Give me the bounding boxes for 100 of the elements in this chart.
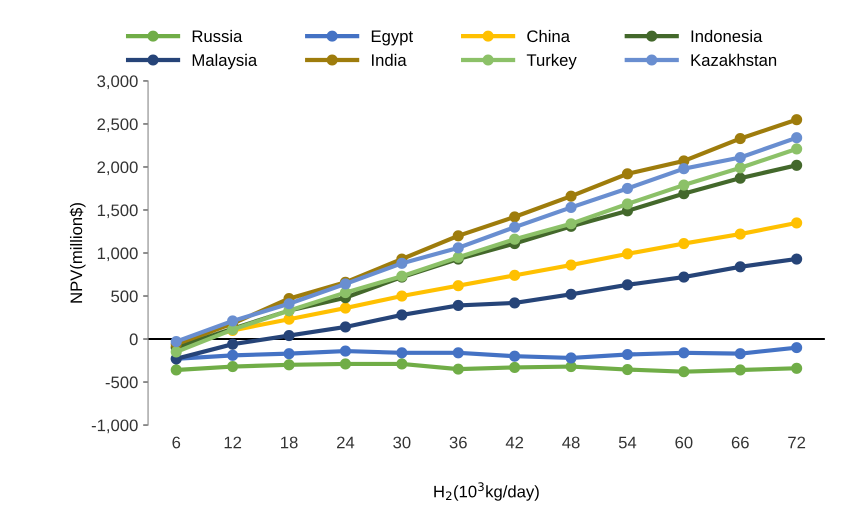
point xyxy=(791,160,802,171)
point xyxy=(734,261,746,272)
point xyxy=(678,272,690,283)
point xyxy=(565,288,577,300)
point xyxy=(509,297,520,308)
point xyxy=(791,114,802,126)
point xyxy=(565,259,577,271)
point xyxy=(170,336,182,348)
point xyxy=(170,346,182,358)
point xyxy=(734,152,746,164)
x-tick-label: 42 xyxy=(506,436,524,448)
point xyxy=(622,182,634,194)
point xyxy=(452,230,464,242)
point xyxy=(565,202,577,213)
point xyxy=(734,172,746,184)
x-tick-label: 48 xyxy=(562,436,580,448)
point xyxy=(509,211,520,222)
point xyxy=(340,302,352,314)
point xyxy=(340,321,352,333)
point xyxy=(396,358,408,370)
legend-label: Turkey xyxy=(526,54,577,70)
y-axis-title: NPV(million$) xyxy=(70,203,86,303)
point xyxy=(678,179,690,191)
point xyxy=(283,298,295,310)
point xyxy=(565,190,577,202)
point xyxy=(678,163,690,174)
point xyxy=(283,314,295,325)
point xyxy=(452,347,464,358)
point xyxy=(791,362,802,374)
point xyxy=(791,143,802,154)
point xyxy=(509,270,520,281)
point xyxy=(622,279,634,290)
point xyxy=(509,362,520,373)
point xyxy=(791,132,802,144)
point xyxy=(734,348,746,360)
legend-label: Egypt xyxy=(372,30,413,46)
point xyxy=(678,347,690,358)
point xyxy=(565,218,577,230)
point xyxy=(227,360,238,372)
y-tick-label: 0 xyxy=(130,333,138,346)
point xyxy=(340,346,352,357)
y-tick-label: -1,000 xyxy=(92,419,138,434)
point xyxy=(678,238,690,250)
point xyxy=(452,364,464,375)
point xyxy=(791,342,802,354)
point xyxy=(396,290,408,302)
y-tick-label: 3,000 xyxy=(97,75,138,90)
point xyxy=(227,350,238,361)
legend-label: China xyxy=(527,30,570,42)
point xyxy=(340,358,352,370)
x-tick-label: 18 xyxy=(281,436,298,448)
point xyxy=(791,217,802,228)
point xyxy=(678,366,690,378)
y-tick-label: -500 xyxy=(106,376,138,388)
point xyxy=(509,222,520,233)
point xyxy=(452,242,464,254)
point xyxy=(283,330,295,342)
x-tick-label: 36 xyxy=(450,436,467,448)
point xyxy=(565,352,577,364)
legend-label: Russia xyxy=(192,30,242,42)
point xyxy=(452,280,464,292)
x-tick-label: 12 xyxy=(224,436,242,448)
x-tick-label: 54 xyxy=(618,436,636,448)
y-tick-label: 2,500 xyxy=(97,118,138,132)
point xyxy=(396,309,408,320)
point xyxy=(227,315,238,327)
point xyxy=(283,348,295,360)
x-tick-label: 72 xyxy=(788,436,806,448)
point xyxy=(170,364,182,376)
point xyxy=(734,133,746,144)
point xyxy=(396,347,408,358)
y-tick-label: 1,000 xyxy=(98,247,138,262)
legend-label: Indonesia xyxy=(692,30,762,42)
point xyxy=(734,364,746,376)
y-tick-label: 1,500 xyxy=(98,204,138,218)
point xyxy=(509,234,520,245)
point xyxy=(622,348,634,360)
point xyxy=(227,338,238,350)
point xyxy=(622,248,634,260)
legend-label: Kazakhstan xyxy=(691,54,776,66)
point xyxy=(734,228,746,240)
y-tick-label: 500 xyxy=(111,290,138,302)
point xyxy=(283,359,295,370)
legend-label: Malaysia xyxy=(192,54,258,70)
point xyxy=(509,350,520,362)
point xyxy=(734,162,746,174)
y-tick-label: 2,000 xyxy=(97,161,138,176)
x-tick-label: 30 xyxy=(393,436,410,448)
point xyxy=(396,258,408,269)
point xyxy=(622,198,634,210)
legend-label: India xyxy=(372,54,407,66)
point xyxy=(622,364,634,376)
x-tick-label: 66 xyxy=(732,436,749,448)
point xyxy=(622,168,634,180)
x-tick-label: 6 xyxy=(172,436,180,448)
x-tick-label: 24 xyxy=(337,436,354,448)
point xyxy=(452,300,464,312)
point xyxy=(791,253,802,265)
x-tick-label: 60 xyxy=(675,436,692,448)
x-axis-title: H$_{2}$(10$^{3}$kg/day) xyxy=(434,482,539,501)
